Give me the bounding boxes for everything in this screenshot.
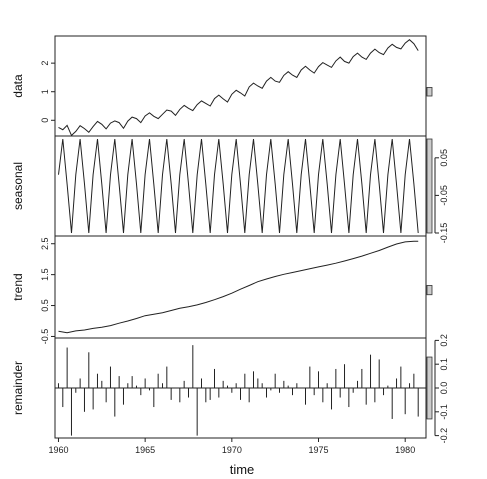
panel-trend: -0.5 0.5 1.5 2.5 trend [11, 235, 433, 345]
y-tick-label-trend: 1.5 [40, 268, 50, 281]
y-tick-label-seasonal: 0.05 [439, 149, 449, 167]
y-tick-label-remainder: -0.2 [439, 428, 449, 444]
y-tick-label-data: 0 [40, 118, 50, 123]
y-tick-label-seasonal: -0.05 [439, 185, 449, 206]
range-bar-remainder [426, 356, 433, 420]
series-line-seasonal [58, 138, 419, 234]
x-tick-label: 1975 [308, 445, 328, 455]
x-tick-label: 1960 [48, 445, 68, 455]
y-tick-label-data: 1 [40, 89, 50, 94]
series-line-trend [58, 240, 419, 334]
panel-seasonal: 0.05 -0.05 -0.15 seasonal [11, 135, 449, 244]
y-tick-label-remainder: -0.1 [439, 404, 449, 420]
panel-label-seasonal: seasonal [11, 162, 25, 210]
series-line-data [58, 39, 419, 137]
x-axis: 1960 1965 1970 1975 1980 [48, 437, 415, 455]
x-tick-label: 1965 [135, 445, 155, 455]
y-tick-label-remainder: 0.0 [439, 382, 449, 395]
panel-remainder: 0.2 0.1 0.0 -0.1 -0.2 remainder [11, 334, 449, 443]
y-tick-label-seasonal: -0.15 [439, 223, 449, 244]
panel-label-data: data [11, 74, 25, 98]
y-tick-label-trend: 0.5 [40, 299, 50, 312]
range-bar-seasonal [426, 138, 433, 234]
panel-frame-trend [54, 235, 427, 339]
panel-frame-data [54, 35, 427, 137]
y-tick-label-remainder: 0.2 [439, 334, 449, 347]
x-tick-label: 1980 [395, 445, 415, 455]
panel-label-remainder: remainder [11, 361, 25, 415]
panel-data: 0 1 2 data [11, 35, 433, 137]
range-bar-trend [426, 285, 433, 296]
x-tick-label: 1970 [222, 445, 242, 455]
y-tick-label-remainder: 0.1 [439, 358, 449, 371]
range-bar-data [426, 87, 433, 97]
y-tick-label-trend: 2.5 [40, 237, 50, 250]
y-tick-label-trend: -0.5 [40, 329, 50, 345]
y-tick-label-data: 2 [40, 61, 50, 66]
x-axis-label: time [230, 462, 255, 477]
panel-label-trend: trend [11, 273, 25, 300]
